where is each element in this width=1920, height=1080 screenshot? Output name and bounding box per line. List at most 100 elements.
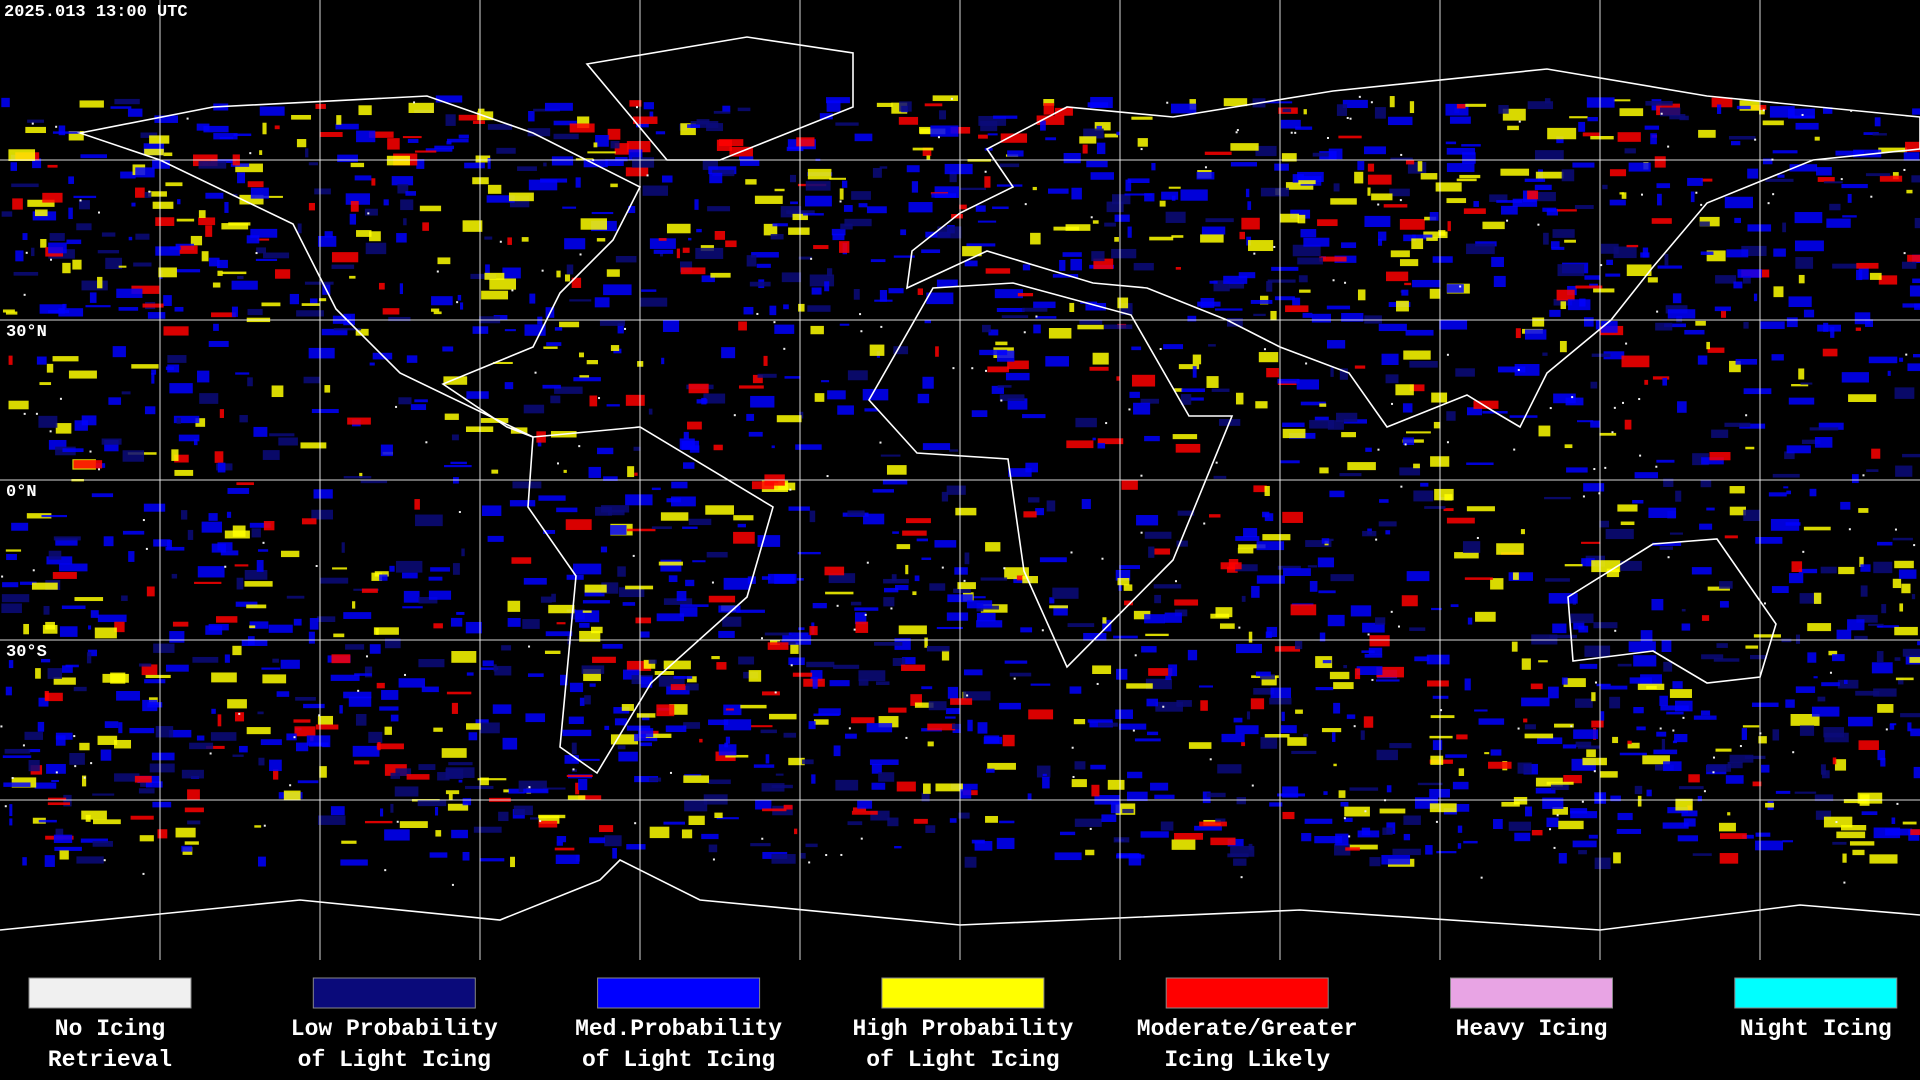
icing-patch xyxy=(88,625,92,630)
icing-patch xyxy=(1803,309,1815,318)
no-icing-speck xyxy=(711,581,714,584)
icing-patch xyxy=(1700,710,1711,716)
no-icing-speck xyxy=(0,725,3,728)
icing-patch xyxy=(434,145,455,150)
icing-patch xyxy=(788,506,810,511)
icing-patch xyxy=(1663,661,1673,672)
legend-swatch xyxy=(597,977,761,1009)
icing-patch xyxy=(1570,613,1594,624)
icing-patch xyxy=(208,340,229,347)
icing-patch xyxy=(1578,850,1587,855)
icing-patch xyxy=(192,656,219,663)
icing-patch xyxy=(1878,275,1898,285)
icing-patch xyxy=(1858,267,1869,280)
icing-patch xyxy=(573,563,602,575)
icing-patch xyxy=(341,542,345,553)
icing-patch xyxy=(542,787,566,790)
no-icing-speck xyxy=(879,441,882,444)
icing-patch xyxy=(1318,590,1336,594)
icing-patch xyxy=(197,566,225,578)
icing-patch xyxy=(960,187,987,191)
icing-patch xyxy=(1417,161,1423,172)
icing-patch xyxy=(475,719,489,724)
icing-patch xyxy=(31,247,35,257)
icing-patch xyxy=(1075,417,1097,428)
icing-patch xyxy=(446,691,472,695)
icing-patch xyxy=(1148,546,1155,558)
icing-patch xyxy=(769,305,777,316)
icing-patch xyxy=(1277,378,1300,384)
icing-patch xyxy=(1237,547,1254,554)
icing-patch xyxy=(835,779,859,791)
icing-patch xyxy=(1354,365,1366,369)
no-icing-speck xyxy=(1659,727,1662,730)
no-icing-speck xyxy=(836,604,839,607)
icing-patch xyxy=(892,531,899,534)
icing-patch xyxy=(551,156,574,166)
icing-patch xyxy=(1247,240,1274,252)
icing-patch xyxy=(316,616,336,623)
icing-patch xyxy=(583,159,608,168)
icing-patch xyxy=(2,582,19,588)
icing-patch xyxy=(1386,785,1392,793)
icing-patch xyxy=(1059,259,1066,271)
icing-patch xyxy=(784,376,801,379)
icing-patch xyxy=(582,610,592,613)
icing-patch xyxy=(1739,423,1766,429)
icing-patch xyxy=(1856,614,1878,623)
icing-patch xyxy=(579,697,585,706)
icing-patch xyxy=(1561,169,1575,182)
icing-patch xyxy=(872,489,894,493)
icing-patch xyxy=(1261,675,1277,686)
icing-patch xyxy=(296,742,309,752)
icing-patch xyxy=(718,630,735,638)
icing-patch xyxy=(1381,353,1399,365)
icing-patch xyxy=(1235,643,1263,654)
icing-patch xyxy=(578,352,584,358)
icing-patch xyxy=(418,764,436,771)
icing-patch xyxy=(1361,827,1371,836)
icing-patch xyxy=(1327,420,1344,430)
icing-patch xyxy=(1339,368,1348,380)
icing-patch xyxy=(152,160,170,169)
icing-patch xyxy=(1600,685,1628,690)
legend-label: No Icing xyxy=(55,1016,165,1042)
icing-patch xyxy=(1297,214,1306,224)
icing-patch xyxy=(1755,832,1771,837)
icing-patch xyxy=(145,674,171,679)
icing-patch xyxy=(1681,608,1686,612)
no-icing-speck xyxy=(1446,353,1449,356)
icing-patch xyxy=(1102,617,1107,624)
icing-patch xyxy=(1817,324,1841,332)
icing-patch xyxy=(59,563,88,572)
icing-patch xyxy=(1027,793,1032,801)
icing-patch xyxy=(738,385,764,389)
icing-patch xyxy=(651,487,661,491)
no-icing-speck xyxy=(451,883,454,886)
icing-patch xyxy=(1619,108,1644,117)
icing-patch xyxy=(289,293,300,305)
icing-patch xyxy=(122,530,145,535)
icing-patch xyxy=(1168,186,1181,189)
icing-patch xyxy=(580,218,607,230)
icing-patch xyxy=(1786,490,1792,495)
icing-patch xyxy=(649,826,670,839)
icing-patch xyxy=(1430,715,1455,719)
icing-patch xyxy=(1656,459,1675,463)
icing-patch xyxy=(1381,854,1411,865)
icing-patch xyxy=(494,665,512,676)
icing-patch xyxy=(1146,698,1159,707)
icing-patch xyxy=(1260,674,1275,680)
no-icing-speck xyxy=(103,859,106,862)
no-icing-speck xyxy=(4,805,7,808)
icing-patch xyxy=(97,276,103,289)
no-icing-speck xyxy=(860,330,863,333)
icing-patch xyxy=(1154,548,1171,555)
icing-patch xyxy=(286,595,305,599)
icing-patch xyxy=(11,183,39,188)
icing-patch xyxy=(844,218,872,227)
icing-patch xyxy=(1200,700,1208,711)
icing-patch xyxy=(1409,361,1438,368)
icing-patch xyxy=(559,321,580,328)
icing-patch xyxy=(1245,188,1250,198)
